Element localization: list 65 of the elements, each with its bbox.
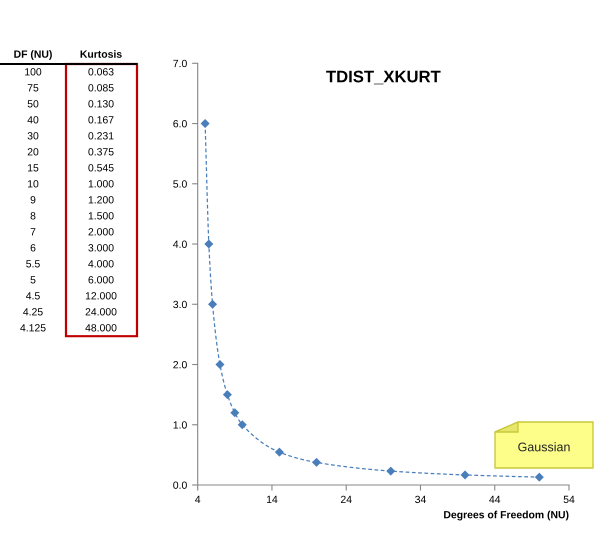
text: 6 [30, 244, 36, 252]
text: 10 [28, 180, 38, 188]
text: 0.375 [88, 148, 114, 156]
text: 0.167 [88, 116, 114, 124]
x-tick-label: 44 [489, 496, 500, 503]
point [204, 240, 214, 248]
text: 7 [30, 228, 36, 236]
point [386, 466, 396, 476]
x-tick-label: 14 [266, 496, 278, 503]
x-tick-label: 4 [195, 496, 200, 503]
point [312, 458, 321, 467]
text: 1.000 [88, 180, 114, 188]
text: 15 [28, 164, 38, 172]
text: 20 [28, 148, 38, 156]
text: 30 [28, 132, 38, 140]
text: Kurtosis [80, 50, 122, 58]
y-tick-label: 4.0 [173, 240, 187, 248]
point [200, 119, 210, 128]
y-tick-label: 6.0 [173, 120, 187, 128]
text: 1.500 [88, 212, 114, 220]
text: DF (NU) [14, 50, 52, 60]
point [535, 472, 544, 482]
y-tick-label: 0.0 [173, 482, 187, 489]
point [216, 360, 224, 369]
text: 6.000 [88, 276, 114, 284]
text: 0.231 [88, 132, 114, 140]
text: 0.545 [88, 164, 114, 172]
y-tick-label: 3.0 [173, 300, 187, 308]
y-tick-label: 5.0 [173, 180, 187, 188]
text: 40 [27, 116, 38, 124]
text: 8 [30, 212, 36, 220]
chart-title: TDIST_XKURT [326, 70, 441, 84]
point [230, 408, 240, 417]
text: 50 [28, 100, 38, 108]
text: 0.063 [88, 68, 114, 76]
text: 48.000 [85, 324, 117, 332]
point [223, 390, 232, 399]
annotation: Gaussian [518, 442, 570, 452]
text: 0.130 [88, 100, 114, 108]
text: 24.000 [86, 308, 117, 316]
text: 12.000 [86, 292, 117, 300]
text: 3.000 [88, 244, 114, 252]
x-tick-label: 24 [340, 496, 352, 503]
text: 4.000 [88, 260, 114, 268]
point [275, 448, 284, 456]
point [238, 420, 246, 429]
text: 75 [28, 84, 38, 92]
point [208, 300, 217, 308]
text: 4.25 [23, 308, 43, 316]
text: 100 [25, 68, 42, 76]
y-tick-label: 7.0 [173, 60, 187, 68]
text: 5 [30, 276, 36, 284]
text: 4.5 [26, 292, 40, 300]
x-tick-label: 34 [415, 496, 426, 504]
text: 0.085 [88, 84, 114, 92]
x-tick-label: 54 [564, 496, 574, 504]
text: 4.125 [20, 324, 46, 332]
y-tick-label: 2.0 [173, 361, 187, 368]
point [460, 470, 470, 480]
x-axis-title: Degrees of Freedom (NU) [444, 510, 568, 520]
text: 9 [30, 196, 36, 204]
text: 2.000 [88, 228, 114, 236]
text: 1.200 [88, 196, 114, 204]
y-tick-label: 1.0 [174, 421, 187, 429]
text: 5.5 [26, 260, 40, 268]
